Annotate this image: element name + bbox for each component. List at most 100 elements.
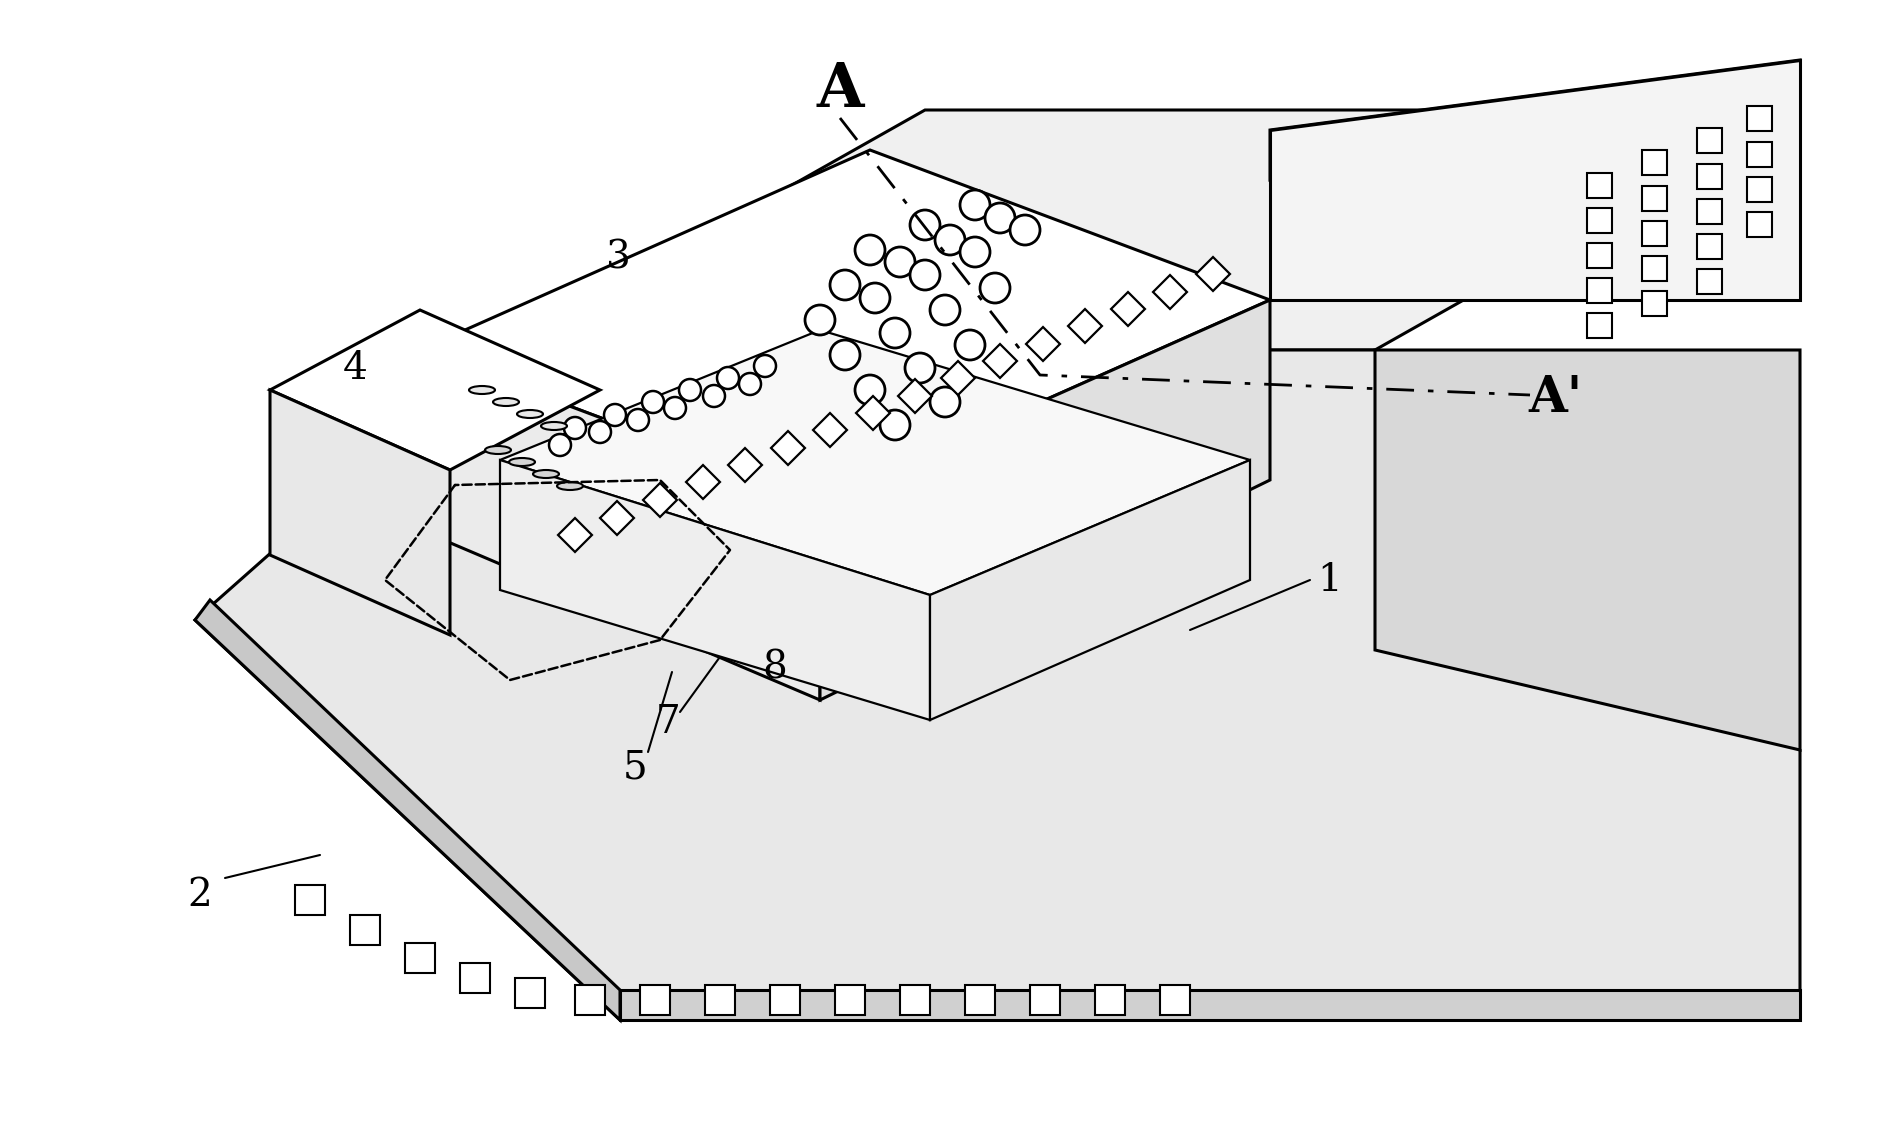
Polygon shape [499, 460, 929, 720]
Ellipse shape [541, 421, 567, 431]
Polygon shape [499, 329, 1250, 595]
Text: 3: 3 [606, 240, 631, 276]
Circle shape [959, 190, 989, 220]
Circle shape [910, 210, 940, 240]
Text: 7: 7 [655, 703, 679, 741]
Polygon shape [1196, 257, 1229, 291]
Polygon shape [1747, 176, 1772, 201]
Ellipse shape [469, 386, 496, 394]
Polygon shape [195, 350, 1800, 1020]
Polygon shape [1094, 985, 1124, 1014]
Polygon shape [460, 963, 490, 993]
Circle shape [929, 295, 959, 325]
Polygon shape [644, 483, 678, 517]
Polygon shape [1588, 277, 1612, 302]
Circle shape [860, 283, 890, 314]
Polygon shape [1068, 309, 1102, 343]
Polygon shape [405, 943, 435, 974]
Polygon shape [1152, 275, 1186, 309]
Ellipse shape [516, 410, 542, 418]
Circle shape [1010, 215, 1040, 245]
Polygon shape [514, 978, 544, 1008]
Polygon shape [1271, 60, 1800, 300]
Polygon shape [706, 985, 736, 1014]
Circle shape [929, 387, 959, 417]
Polygon shape [1111, 292, 1145, 326]
Polygon shape [1697, 127, 1723, 152]
Polygon shape [1642, 150, 1667, 175]
Circle shape [880, 318, 910, 348]
Polygon shape [1588, 312, 1612, 337]
Polygon shape [295, 885, 325, 914]
Circle shape [884, 247, 914, 277]
Text: A: A [816, 60, 863, 120]
Polygon shape [1697, 199, 1723, 224]
Circle shape [955, 329, 985, 360]
Circle shape [604, 404, 627, 426]
Circle shape [755, 356, 775, 377]
Circle shape [563, 417, 586, 438]
Polygon shape [1588, 208, 1612, 233]
Text: 1: 1 [1318, 561, 1342, 599]
Polygon shape [1697, 234, 1723, 259]
Circle shape [959, 237, 989, 267]
Polygon shape [420, 150, 1271, 500]
Ellipse shape [484, 446, 511, 454]
Circle shape [980, 273, 1010, 303]
Circle shape [910, 260, 940, 290]
Circle shape [880, 410, 910, 440]
Ellipse shape [494, 398, 520, 406]
Ellipse shape [509, 458, 535, 466]
Circle shape [856, 375, 884, 406]
Polygon shape [899, 985, 929, 1014]
Polygon shape [897, 379, 933, 414]
Circle shape [805, 304, 835, 335]
Text: 4: 4 [343, 350, 368, 386]
Circle shape [704, 385, 725, 407]
Polygon shape [856, 396, 890, 429]
Text: 5: 5 [623, 750, 648, 786]
Circle shape [589, 421, 612, 443]
Polygon shape [1747, 142, 1772, 167]
Polygon shape [813, 414, 847, 446]
Polygon shape [619, 989, 1800, 1020]
Polygon shape [420, 350, 820, 700]
Polygon shape [771, 431, 805, 465]
Polygon shape [1642, 291, 1667, 316]
Text: 2: 2 [188, 877, 212, 913]
Circle shape [856, 235, 884, 265]
Circle shape [717, 367, 740, 389]
Polygon shape [1642, 220, 1667, 245]
Polygon shape [1160, 985, 1190, 1014]
Polygon shape [929, 460, 1250, 720]
Polygon shape [601, 501, 634, 535]
Polygon shape [557, 518, 591, 552]
Ellipse shape [533, 470, 559, 478]
Polygon shape [1588, 242, 1612, 267]
Text: A': A' [1528, 374, 1582, 423]
Text: 8: 8 [762, 650, 786, 686]
Polygon shape [270, 310, 601, 470]
Circle shape [935, 225, 965, 254]
Circle shape [642, 391, 664, 414]
Polygon shape [499, 110, 1800, 350]
Polygon shape [1697, 268, 1723, 293]
Polygon shape [1642, 185, 1667, 210]
Polygon shape [349, 914, 379, 945]
Polygon shape [770, 985, 800, 1014]
Polygon shape [1642, 256, 1667, 281]
Polygon shape [1271, 60, 1800, 179]
Polygon shape [574, 985, 604, 1014]
Circle shape [627, 409, 649, 431]
Polygon shape [1030, 985, 1061, 1014]
Polygon shape [270, 390, 450, 635]
Polygon shape [1027, 327, 1061, 361]
Polygon shape [728, 448, 762, 482]
Polygon shape [1747, 106, 1772, 131]
Circle shape [548, 434, 571, 456]
Polygon shape [1588, 173, 1612, 198]
Polygon shape [984, 344, 1017, 378]
Circle shape [740, 373, 760, 395]
Polygon shape [1697, 164, 1723, 189]
Polygon shape [1747, 211, 1772, 236]
